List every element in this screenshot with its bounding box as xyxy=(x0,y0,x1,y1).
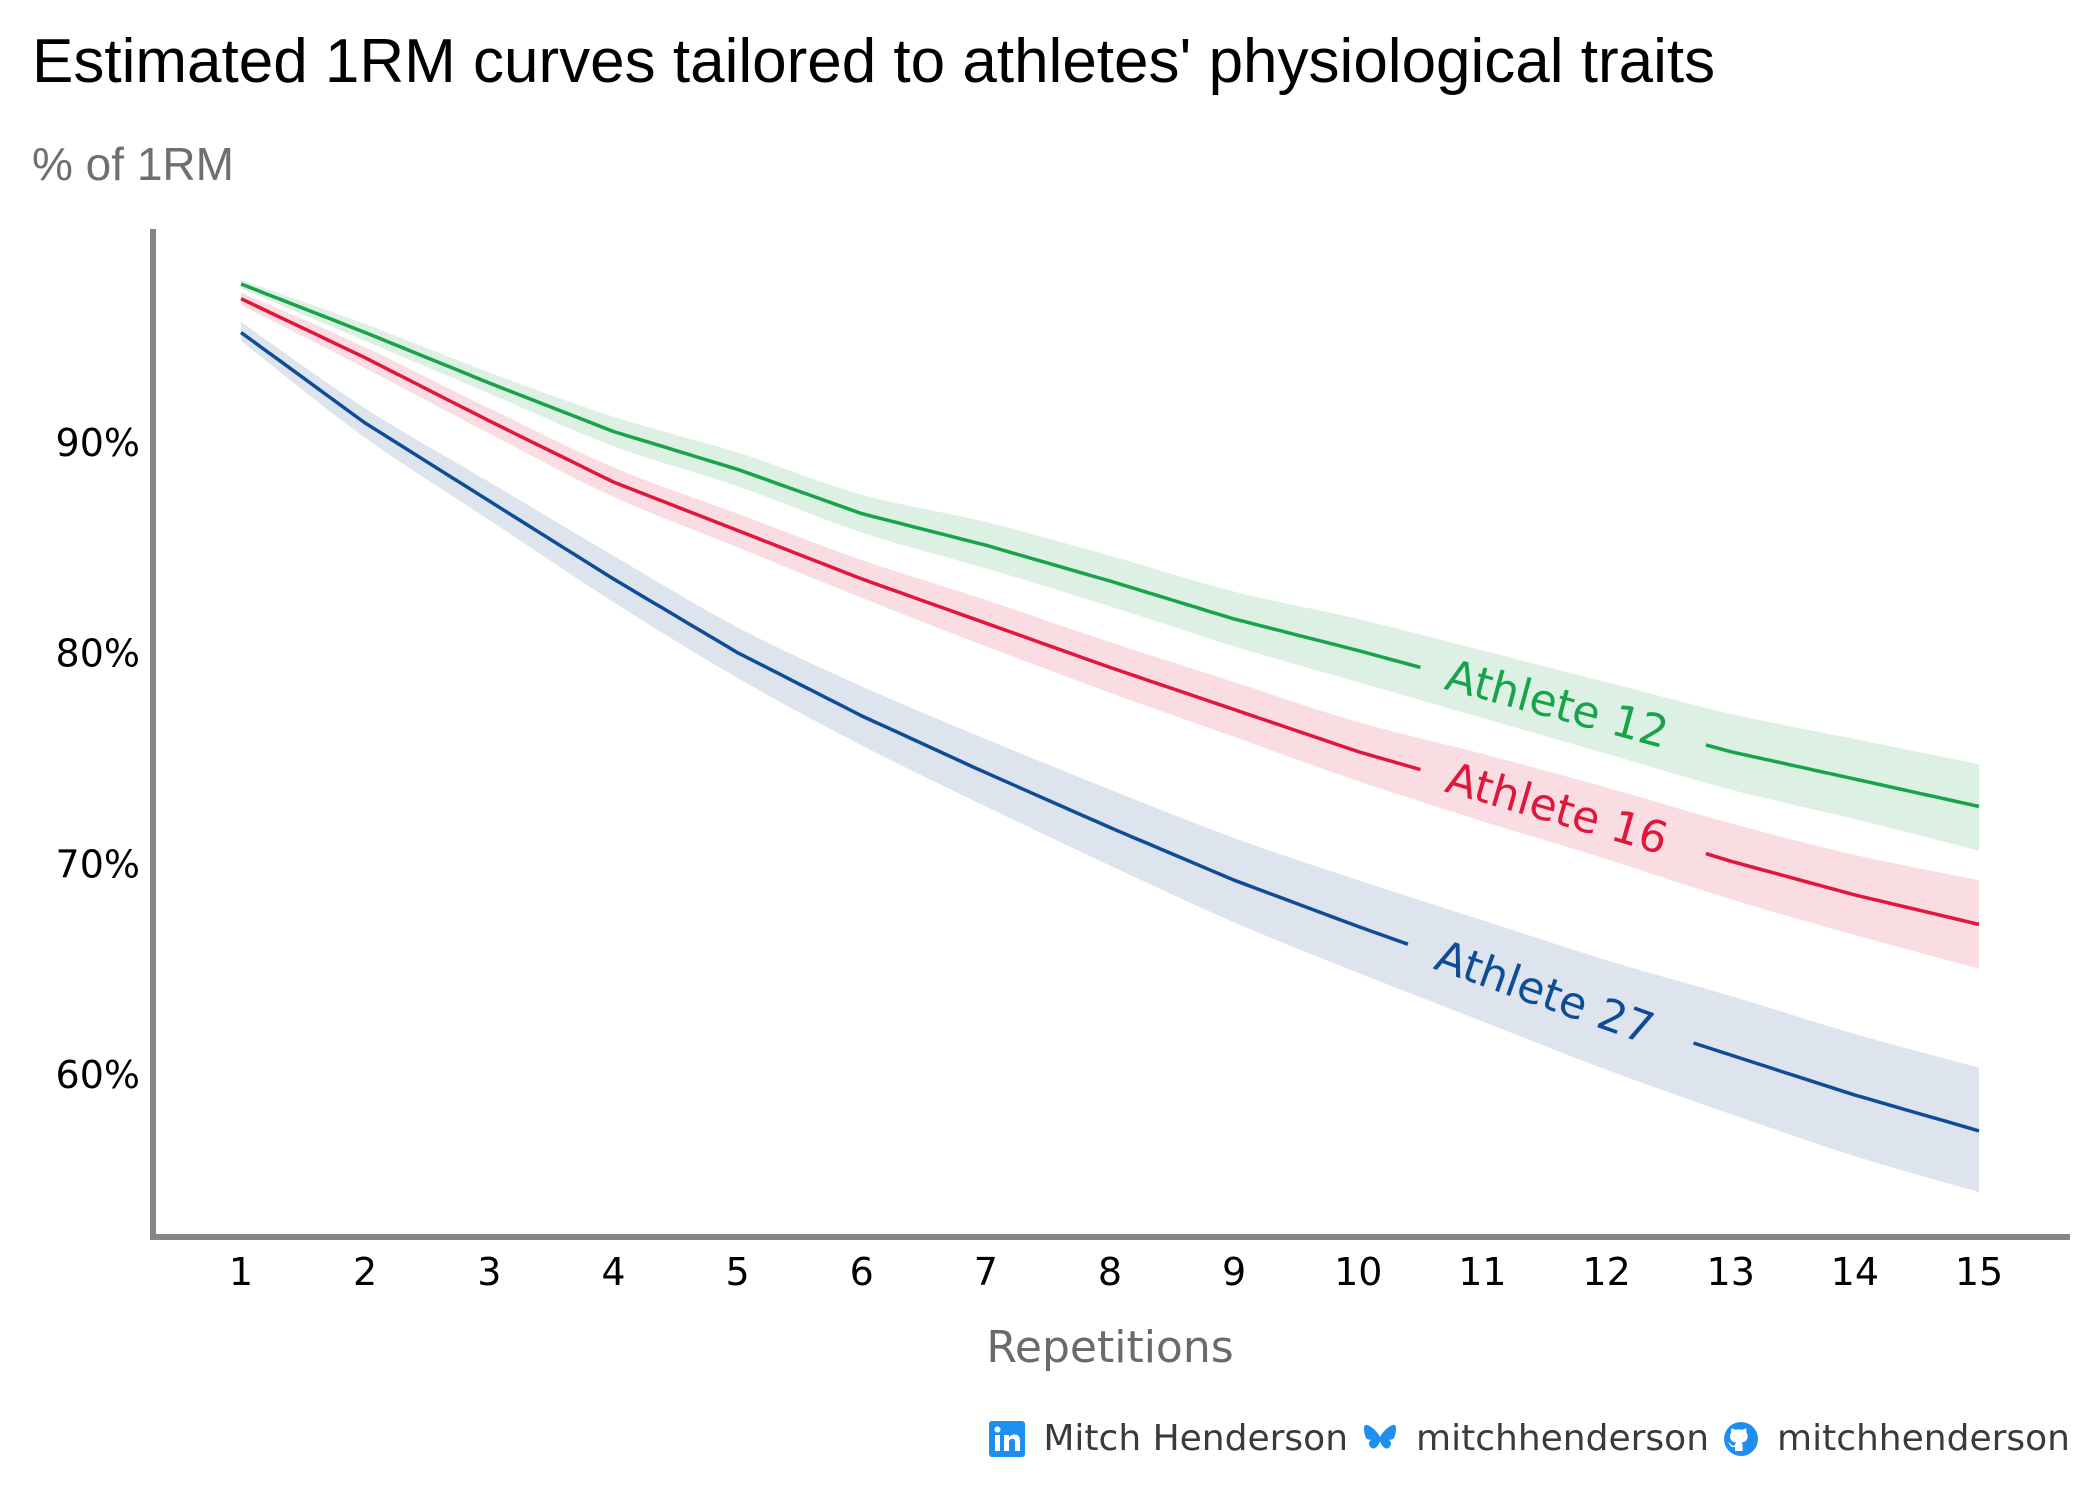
line-athlete-27-segment-2 xyxy=(1692,1041,1980,1133)
chart-subtitle: % of 1RM xyxy=(32,138,234,190)
bluesky-icon xyxy=(1364,1424,1397,1449)
line-athlete-12-segment-2 xyxy=(1705,743,1980,809)
chart-title: Estimated 1RM curves tailored to athlete… xyxy=(32,27,1715,96)
x-tick-8: 8 xyxy=(1098,1250,1122,1294)
x-tick-5: 5 xyxy=(725,1250,749,1294)
x-tick-14: 14 xyxy=(1831,1250,1879,1294)
line-athlete-16-segment-1 xyxy=(240,297,1421,772)
band-athlete-16 xyxy=(241,292,1979,969)
band-athlete-12 xyxy=(241,279,1979,851)
x-tick-9: 9 xyxy=(1222,1250,1246,1294)
x-tick-labels: 1 2 3 4 5 6 7 8 9 10 11 12 13 14 15 xyxy=(229,1250,2003,1294)
footer-github-text: mitchhenderson xyxy=(1777,1418,2070,1459)
footer-linkedin[interactable]: Mitch Henderson xyxy=(989,1418,1348,1459)
y-tick-60: 60% xyxy=(56,1053,140,1097)
x-tick-2: 2 xyxy=(353,1250,377,1294)
x-tick-10: 10 xyxy=(1334,1250,1382,1294)
x-tick-11: 11 xyxy=(1458,1250,1506,1294)
x-tick-4: 4 xyxy=(601,1250,625,1294)
x-axis-label: Repetitions xyxy=(986,1322,1233,1373)
x-tick-15: 15 xyxy=(1955,1250,2003,1294)
line-athlete-27-segment-1 xyxy=(239,331,1409,946)
band-athlete-27 xyxy=(241,321,1979,1192)
y-tick-labels: 90% 80% 70% 60% xyxy=(56,421,140,1097)
footer-bluesky[interactable]: mitchhenderson xyxy=(1362,1418,1709,1459)
y-tick-90: 90% xyxy=(56,421,140,465)
footer-credits: Mitch Henderson mitchhenderson mitchhend… xyxy=(989,1418,2070,1459)
x-tick-13: 13 xyxy=(1707,1250,1755,1294)
y-tick-80: 80% xyxy=(56,632,140,676)
x-tick-6: 6 xyxy=(850,1250,874,1294)
x-tick-1: 1 xyxy=(229,1250,253,1294)
line-athlete-12-segment-1 xyxy=(240,282,1421,670)
x-tick-7: 7 xyxy=(974,1250,998,1294)
footer-linkedin-text: Mitch Henderson xyxy=(1043,1418,1349,1459)
series-lines xyxy=(239,282,1980,1133)
footer-bluesky-text: mitchhenderson xyxy=(1416,1418,1710,1459)
label-athlete-16: Athlete 16 xyxy=(1440,753,1673,866)
x-tick-12: 12 xyxy=(1582,1250,1630,1294)
github-icon xyxy=(1724,1421,1759,1456)
y-tick-70: 70% xyxy=(56,842,140,886)
x-tick-3: 3 xyxy=(477,1250,501,1294)
label-athlete-12: Athlete 12 xyxy=(1440,650,1673,759)
line-athlete-16-segment-2 xyxy=(1705,851,1980,927)
linkedin-icon xyxy=(989,1420,1026,1457)
confidence-bands xyxy=(241,279,1979,1192)
footer-github[interactable]: mitchhenderson xyxy=(1723,1418,2070,1459)
